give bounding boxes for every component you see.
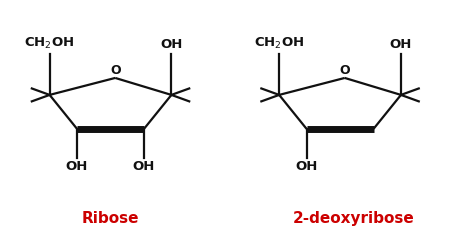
Text: OH: OH [133,160,155,173]
Text: CH$_2$OH: CH$_2$OH [25,36,75,51]
Text: 2-deoxyribose: 2-deoxyribose [293,211,415,226]
Text: OH: OH [160,38,182,51]
Text: O: O [339,64,350,77]
Text: OH: OH [66,160,88,173]
Text: OH: OH [295,160,318,173]
Text: O: O [110,64,120,77]
Text: Ribose: Ribose [82,211,139,226]
Text: OH: OH [390,38,412,51]
Text: CH$_2$OH: CH$_2$OH [254,36,304,51]
